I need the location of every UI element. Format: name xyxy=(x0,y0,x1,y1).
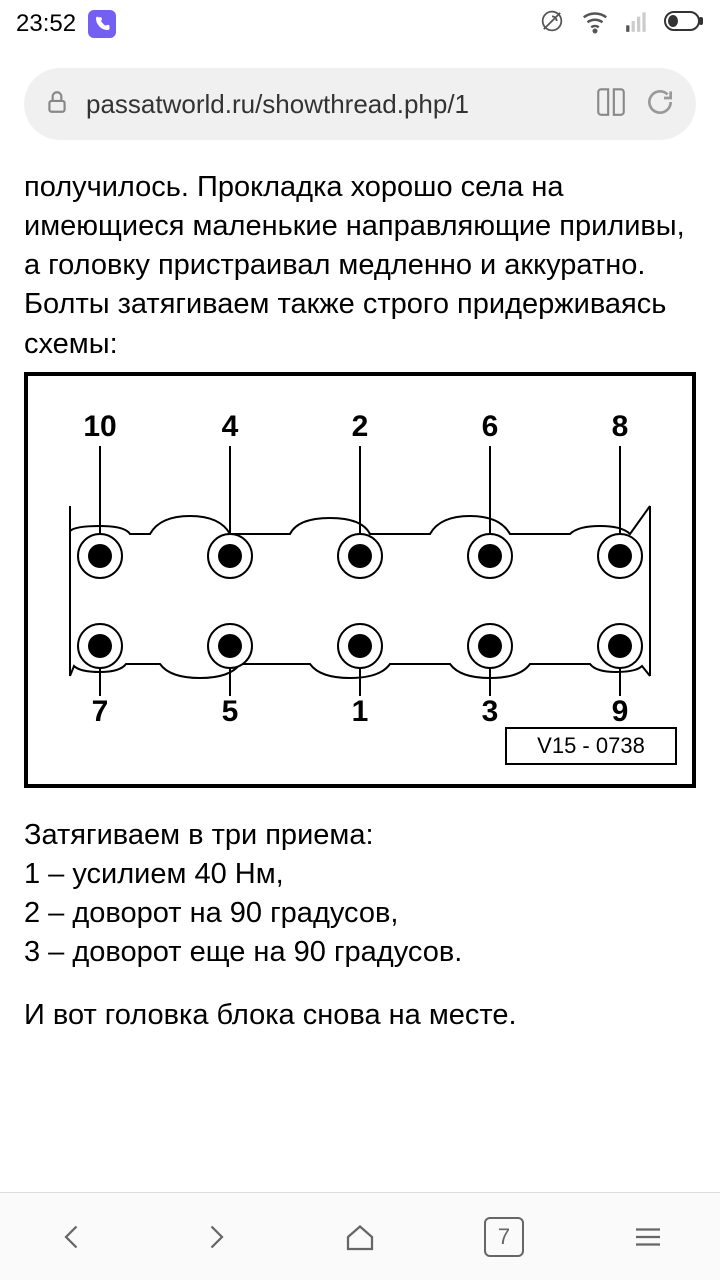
svg-text:2: 2 xyxy=(352,410,369,443)
mute-icon xyxy=(538,7,566,42)
torque-line-2: 2 – доворот на 90 градусов, xyxy=(24,894,696,933)
url-text: passatworld.ru/showthread.php/1 xyxy=(86,89,578,120)
content-top: получилось. Прокладка хорошо села на име… xyxy=(0,168,720,364)
address-bar[interactable]: passatworld.ru/showthread.php/1 xyxy=(24,68,696,140)
lock-icon xyxy=(44,89,70,120)
tab-count: 7 xyxy=(484,1217,524,1257)
diagram-svg: 10 4 2 6 8 7 5 1 3 9 V15 - 0738 xyxy=(28,376,692,784)
torque-diagram: 10 4 2 6 8 7 5 1 3 9 V15 - 0738 xyxy=(24,372,696,788)
svg-text:9: 9 xyxy=(612,695,629,728)
content-bottom: Затягиваем в три приема: 1 – усилием 40 … xyxy=(0,788,720,1036)
svg-text:4: 4 xyxy=(222,410,239,443)
svg-text:10: 10 xyxy=(83,410,116,443)
paragraph-top: получилось. Прокладка хорошо села на име… xyxy=(24,168,696,364)
status-bar: 23:52 xyxy=(0,0,720,48)
home-button[interactable] xyxy=(324,1201,396,1273)
reader-icon[interactable] xyxy=(594,85,628,124)
svg-text:5: 5 xyxy=(222,695,239,728)
svg-text:7: 7 xyxy=(92,695,109,728)
svg-text:3: 3 xyxy=(482,695,499,728)
tabs-button[interactable]: 7 xyxy=(468,1201,540,1273)
torque-line-0: Затягиваем в три приема: xyxy=(24,816,696,855)
svg-text:1: 1 xyxy=(352,695,369,728)
signal-icon xyxy=(624,8,650,41)
svg-text:6: 6 xyxy=(482,410,499,443)
battery-icon xyxy=(664,10,704,38)
status-time: 23:52 xyxy=(16,10,76,38)
menu-button[interactable] xyxy=(612,1201,684,1273)
viber-icon xyxy=(88,10,116,38)
reload-icon[interactable] xyxy=(644,86,676,123)
svg-text:V15 - 0738: V15 - 0738 xyxy=(537,733,645,758)
svg-text:8: 8 xyxy=(612,410,629,443)
torque-line-4: И вот головка блока снова на месте. xyxy=(24,996,696,1035)
torque-line-3: 3 – доворот еще на 90 градусов. xyxy=(24,933,696,972)
wifi-icon xyxy=(580,6,610,43)
back-button[interactable] xyxy=(36,1201,108,1273)
torque-line-1: 1 – усилием 40 Нм, xyxy=(24,855,696,894)
browser-nav-bar: 7 xyxy=(0,1192,720,1280)
forward-button[interactable] xyxy=(180,1201,252,1273)
